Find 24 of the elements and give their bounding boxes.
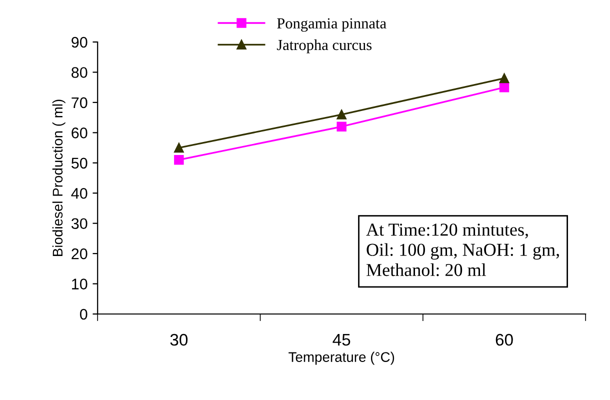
y-tick-label: 0 [80,308,88,320]
x-tick-label: 45 [332,334,350,346]
y-tick-label: 30 [71,218,88,230]
y-tick-label: 50 [71,158,88,169]
y-tick-label: 60 [72,128,88,138]
point [174,155,184,165]
y-axis-title: Biodiesel Production ( ml) [52,100,66,256]
y-tick-label: 70 [72,97,88,108]
point [336,122,346,132]
legend-label: Jatropha curcus [276,39,372,54]
legend-label: Pongamia pinnata [277,18,386,32]
x-tick-label: 30 [170,334,188,346]
x-tick-label: 60 [496,334,513,346]
point [336,110,346,120]
y-tick-label: 90 [72,36,88,48]
point [499,82,510,92]
y-tick-label: 40 [71,188,88,199]
x-axis-title: Temperature (°C) [288,352,394,365]
y-tick-label: 20 [72,248,88,260]
y-tick-label: 10 [72,278,88,290]
point [499,73,510,84]
y-tick-label: 80 [72,67,88,78]
point [174,142,184,153]
annotation: At Time:120 mintutes, Oil: 100 gm, NaOH: 1 gm, Methanol: 20 ml [366,224,559,276]
